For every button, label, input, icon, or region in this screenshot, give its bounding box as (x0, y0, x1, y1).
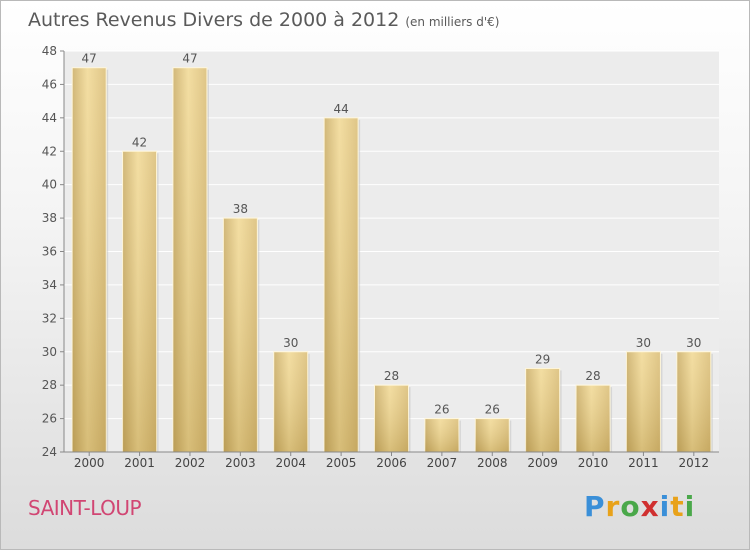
x-tick-label: 2001 (124, 456, 155, 470)
x-tick-label: 2008 (477, 456, 508, 470)
bar-group: 28 (575, 369, 613, 453)
bar-group: 38 (222, 202, 260, 453)
bar-value-label: 30 (686, 336, 701, 350)
x-tick-label: 2003 (225, 456, 256, 470)
x-tick-label: 2005 (326, 456, 357, 470)
bar-group: 44 (323, 102, 361, 453)
y-tick-label: 40 (42, 178, 57, 192)
x-tick-label: 2004 (275, 456, 306, 470)
proxiti-logo: Proxiti (584, 490, 695, 523)
bar-value-label: 28 (585, 369, 600, 383)
y-axis: 24 26 28 30 32 34 36 38 40 42 44 46 48 (42, 44, 65, 459)
x-tick-label: 2006 (376, 456, 407, 470)
y-tick-label: 34 (42, 278, 57, 292)
logo-letter: x (640, 490, 660, 523)
bar-value-label: 42 (132, 135, 147, 149)
bar-shade (676, 351, 711, 452)
bar-shade (475, 418, 510, 452)
chart-title: Autres Revenus Divers de 2000 à 2012 (28, 9, 400, 31)
bar-value-label: 44 (333, 102, 348, 116)
x-tick-label: 2010 (578, 456, 609, 470)
bar-shade (424, 418, 459, 452)
logo-letter: r (605, 490, 621, 523)
bar-group: 26 (474, 403, 512, 453)
bar-value-label: 29 (535, 352, 550, 366)
bar-shade (576, 385, 611, 452)
y-tick-label: 46 (42, 77, 57, 91)
y-tick-label: 30 (42, 345, 57, 359)
bar-shade (324, 117, 359, 452)
bar-shade (273, 351, 308, 452)
logo-letter: o (620, 490, 641, 523)
bar-group: 30 (625, 336, 663, 453)
logo-letter: t (670, 490, 685, 523)
bar-value-label: 30 (636, 336, 651, 350)
bar-group: 47 (71, 52, 109, 453)
bar-shade (525, 368, 560, 452)
chart-unit: (en milliers d'€) (405, 15, 500, 29)
commune-name: SAINT-LOUP (28, 496, 142, 520)
y-tick-label: 42 (42, 144, 57, 158)
bar-value-label: 30 (283, 336, 298, 350)
y-tick-label: 28 (42, 378, 57, 392)
y-tick-label: 44 (42, 111, 57, 125)
x-tick-label: 2011 (628, 456, 659, 470)
x-tick-label: 2009 (527, 456, 558, 470)
bar-group: 28 (374, 369, 411, 453)
bar-shade (374, 385, 409, 452)
bar-value-label: 26 (434, 403, 449, 417)
x-tick-label: 2000 (74, 456, 105, 470)
bar-value-label: 28 (384, 369, 399, 383)
y-tick-label: 48 (42, 44, 57, 58)
logo-letter: i (684, 490, 696, 523)
bar-group: 26 (424, 403, 461, 453)
bar-shade (223, 218, 258, 452)
bar-shade (72, 67, 107, 452)
x-axis: 2000 2001 2002 2003 2004 2005 2006 2007 2008 2009… (64, 451, 719, 470)
bar-value-label: 26 (485, 403, 500, 417)
chart-title-block: Autres Revenus Divers de 2000 à 2012 (en … (28, 9, 499, 31)
bar-value-label: 47 (82, 52, 97, 66)
x-tick-label: 2002 (175, 456, 206, 470)
x-tick-label: 2007 (427, 456, 458, 470)
bar-group: 42 (122, 135, 159, 453)
y-tick-label: 24 (42, 445, 57, 459)
y-tick-label: 38 (42, 211, 57, 225)
bar-shade (172, 67, 207, 452)
bar-value-label: 38 (233, 202, 248, 216)
bar-group: 47 (172, 52, 209, 453)
x-tick-label: 2012 (679, 456, 710, 470)
y-tick-label: 36 (42, 245, 57, 259)
bar-value-label: 47 (182, 52, 197, 66)
bar-group: 30 (676, 336, 713, 453)
bar-shade (122, 151, 157, 452)
bar-group: 30 (273, 336, 310, 453)
y-tick-label: 26 (42, 412, 57, 426)
logo-letter: P (584, 490, 606, 523)
bars: 47 42 47 38 30 44 28 26 26 29 28 30 30 (71, 52, 713, 453)
logo-letter: i (659, 490, 671, 523)
y-tick-label: 32 (42, 311, 57, 325)
bar-shade (626, 351, 661, 452)
